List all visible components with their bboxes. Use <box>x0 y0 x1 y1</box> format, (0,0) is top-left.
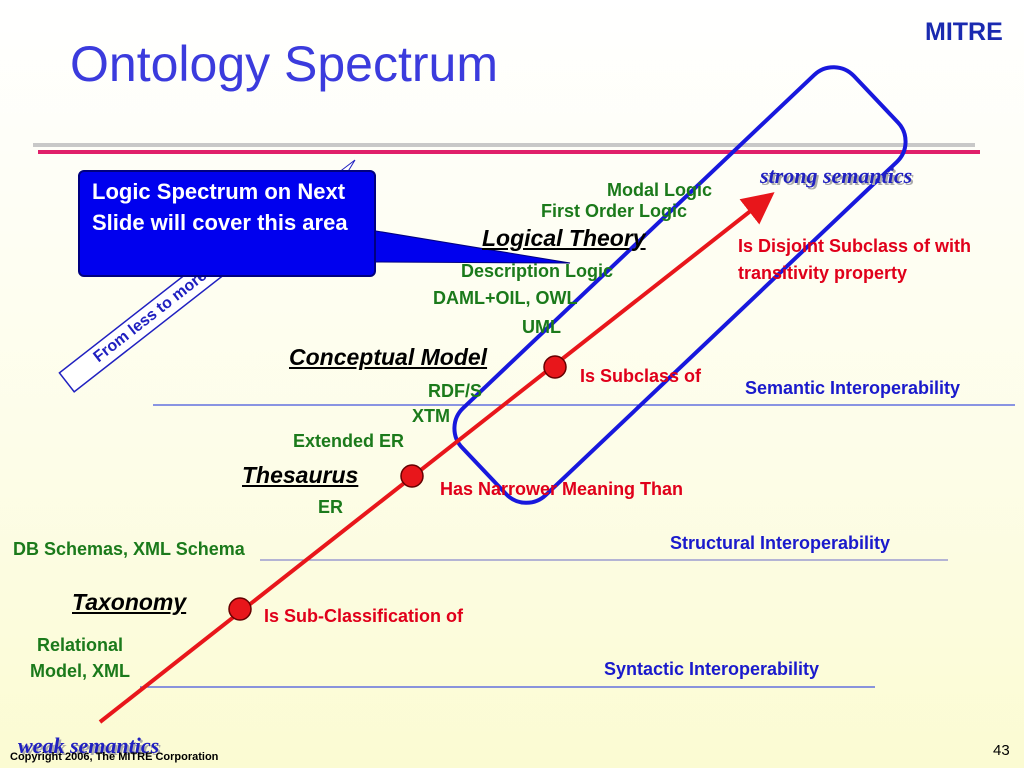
level-dot <box>228 597 252 621</box>
example: RDF/S <box>428 381 482 401</box>
level-dot <box>543 355 567 379</box>
example: DB Schemas, XML Schema <box>13 539 245 559</box>
example: UML <box>522 317 561 337</box>
example: Description Logic <box>461 261 614 281</box>
level-dot <box>400 464 424 488</box>
relation: Is Sub-Classification of <box>264 606 464 626</box>
level: Logical Theory <box>482 225 646 251</box>
page-number: 43 <box>993 742 1010 759</box>
relation: Is Disjoint Subclass of with transitivit… <box>738 236 972 283</box>
example: XTM <box>412 406 450 426</box>
interoperability: Semantic Interoperability <box>745 378 961 398</box>
level: Thesaurus <box>242 462 359 488</box>
copyright: Copyright 2006, The MITRE Corporation <box>10 751 219 763</box>
relation: Has Narrower Meaning Than <box>440 479 684 499</box>
example: First Order Logic <box>541 201 688 221</box>
logic-region <box>452 65 908 505</box>
interoperability: Structural Interoperability <box>670 533 891 553</box>
interoperability: Syntactic Interoperability <box>604 659 820 679</box>
strong-end: strong semantics <box>760 163 913 188</box>
logo: MITRE <box>925 18 1003 46</box>
example: ER <box>318 497 344 517</box>
title: Ontology Spectrum <box>70 36 498 92</box>
spectrum-arrow <box>98 192 775 724</box>
level: Taxonomy <box>72 589 187 615</box>
example: DAML+OIL, OWL <box>433 288 578 308</box>
example: Relational Model, XML <box>30 635 130 681</box>
example: Modal Logic <box>607 180 712 200</box>
level: Conceptual Model <box>289 344 488 370</box>
relation: Is Subclass of <box>580 366 702 386</box>
weak-end: weak semantics <box>18 733 160 758</box>
example: Extended ER <box>293 431 405 451</box>
callout: Logic Spectrum on Next Slide will cover … <box>78 170 376 277</box>
